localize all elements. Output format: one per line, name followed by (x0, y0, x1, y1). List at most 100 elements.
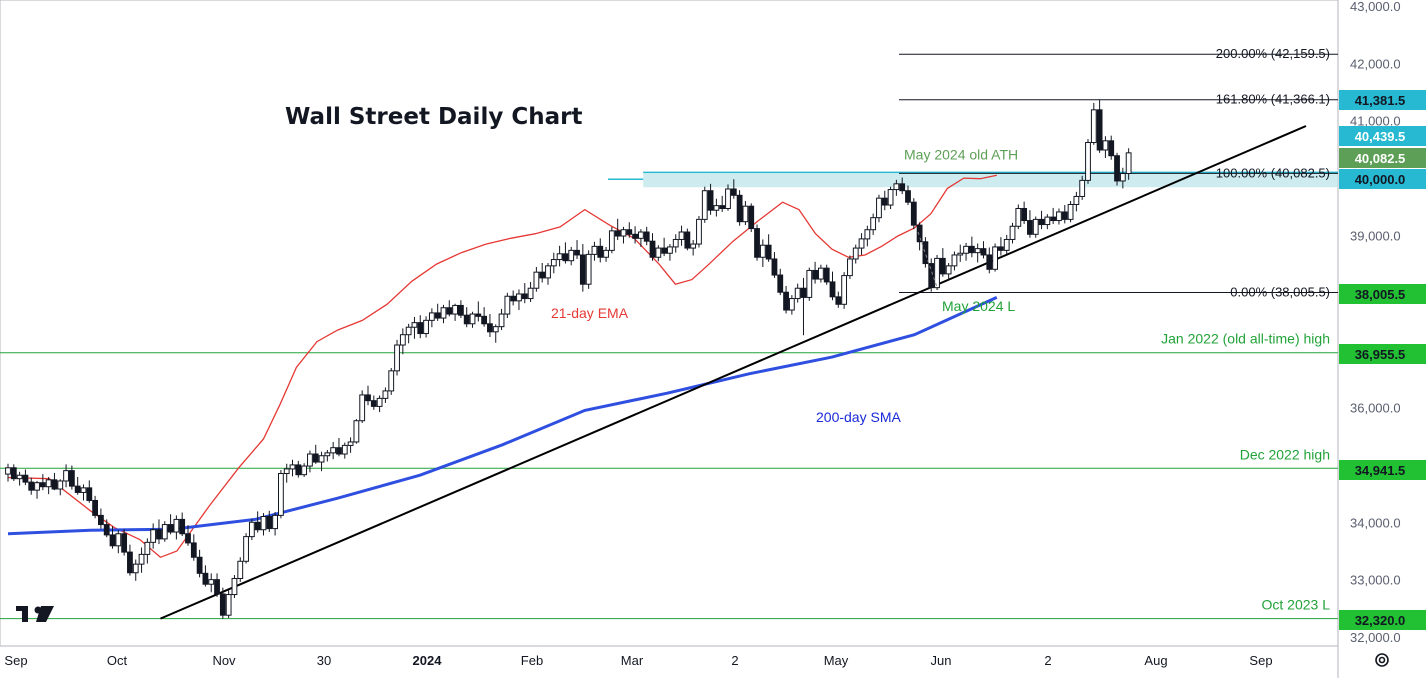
candle (649, 233, 656, 261)
candle-body (765, 244, 772, 260)
candle-body (736, 194, 743, 223)
candle (353, 419, 360, 444)
candle-body (1114, 155, 1120, 182)
candle-body (968, 245, 975, 254)
candle-body (341, 444, 348, 455)
ema-21-line (7, 174, 997, 559)
candle (916, 222, 923, 251)
candle (748, 203, 755, 233)
candle (696, 215, 702, 248)
candle (852, 244, 859, 264)
candle-body (748, 205, 755, 230)
candle-body (492, 326, 499, 333)
candle-body (103, 524, 110, 536)
x-tick-label: 30 (317, 653, 331, 668)
candle-body (481, 315, 488, 325)
candle (667, 244, 673, 261)
y-tick-label: 34,000.0 (1350, 515, 1401, 530)
candle-body (231, 577, 238, 596)
candle (597, 238, 604, 263)
candle (487, 314, 493, 337)
x-tick-label: Nov (212, 653, 236, 668)
gear-icon[interactable] (1375, 653, 1389, 667)
candle-body (725, 188, 731, 209)
candle (1061, 205, 1068, 224)
candle-body (887, 189, 894, 206)
candle-body (707, 190, 714, 211)
candle-body (568, 249, 575, 262)
candle (469, 311, 476, 328)
candle (556, 245, 563, 267)
candle (260, 513, 267, 536)
candle (765, 234, 772, 262)
fib-label: 200.00% (42,159.5) (1216, 46, 1330, 61)
candle (881, 190, 888, 211)
candle-body (963, 245, 969, 254)
x-tick-label: Mar (621, 653, 644, 668)
candle-body (74, 485, 81, 493)
candle (1079, 175, 1086, 200)
candle (730, 179, 737, 199)
candle (278, 470, 284, 519)
candle-body (353, 420, 360, 443)
candle-body (394, 344, 400, 372)
candle (1085, 139, 1091, 184)
candle (812, 261, 818, 284)
plot-area (0, 0, 1339, 647)
candle-body (591, 245, 598, 255)
price-label-text: 36,955.5 (1355, 347, 1406, 362)
candle (202, 565, 209, 587)
candle (498, 308, 505, 331)
candle-body (864, 229, 871, 240)
candle (463, 307, 470, 328)
candle-body (905, 190, 911, 203)
candle-body (405, 326, 412, 336)
candle (167, 514, 174, 535)
candle (423, 316, 429, 338)
candle-body (794, 287, 801, 300)
candle (684, 228, 691, 251)
candle-body (98, 514, 104, 526)
candle (68, 465, 75, 490)
candle-body (585, 253, 592, 285)
price-label-bg (1339, 148, 1426, 168)
candle-body (487, 323, 493, 333)
candle (138, 547, 145, 573)
candle (254, 511, 261, 533)
candle (899, 177, 906, 195)
annotation-label: May 2024 L (942, 298, 1015, 314)
candle (510, 290, 517, 306)
candle-body (144, 541, 151, 555)
candle (876, 194, 882, 223)
candle (527, 281, 534, 302)
candle (736, 190, 743, 226)
candle (620, 226, 627, 244)
candle (957, 244, 964, 262)
level-label: Dec 2022 high (1240, 446, 1330, 462)
candle-body (10, 467, 17, 480)
candle (458, 300, 464, 319)
candle-body (202, 572, 209, 585)
candle (754, 224, 760, 261)
candle (1056, 208, 1062, 225)
candle (341, 442, 348, 459)
candle (121, 529, 128, 556)
candle (22, 469, 29, 485)
y-tick-label: 42,000.0 (1350, 56, 1401, 71)
x-tick-label: 2 (1044, 653, 1051, 668)
y-tick-label: 33,000.0 (1350, 573, 1401, 588)
candle (295, 460, 302, 478)
candle (74, 476, 81, 495)
price-label-bg (1339, 169, 1426, 189)
candle (521, 283, 528, 304)
candle (1015, 204, 1022, 230)
price-label-bg (1339, 284, 1426, 304)
candle (945, 262, 952, 281)
candle-body (63, 470, 69, 482)
candle-body (266, 516, 273, 530)
candle (905, 185, 911, 206)
candle (34, 480, 40, 499)
candle (370, 395, 377, 410)
